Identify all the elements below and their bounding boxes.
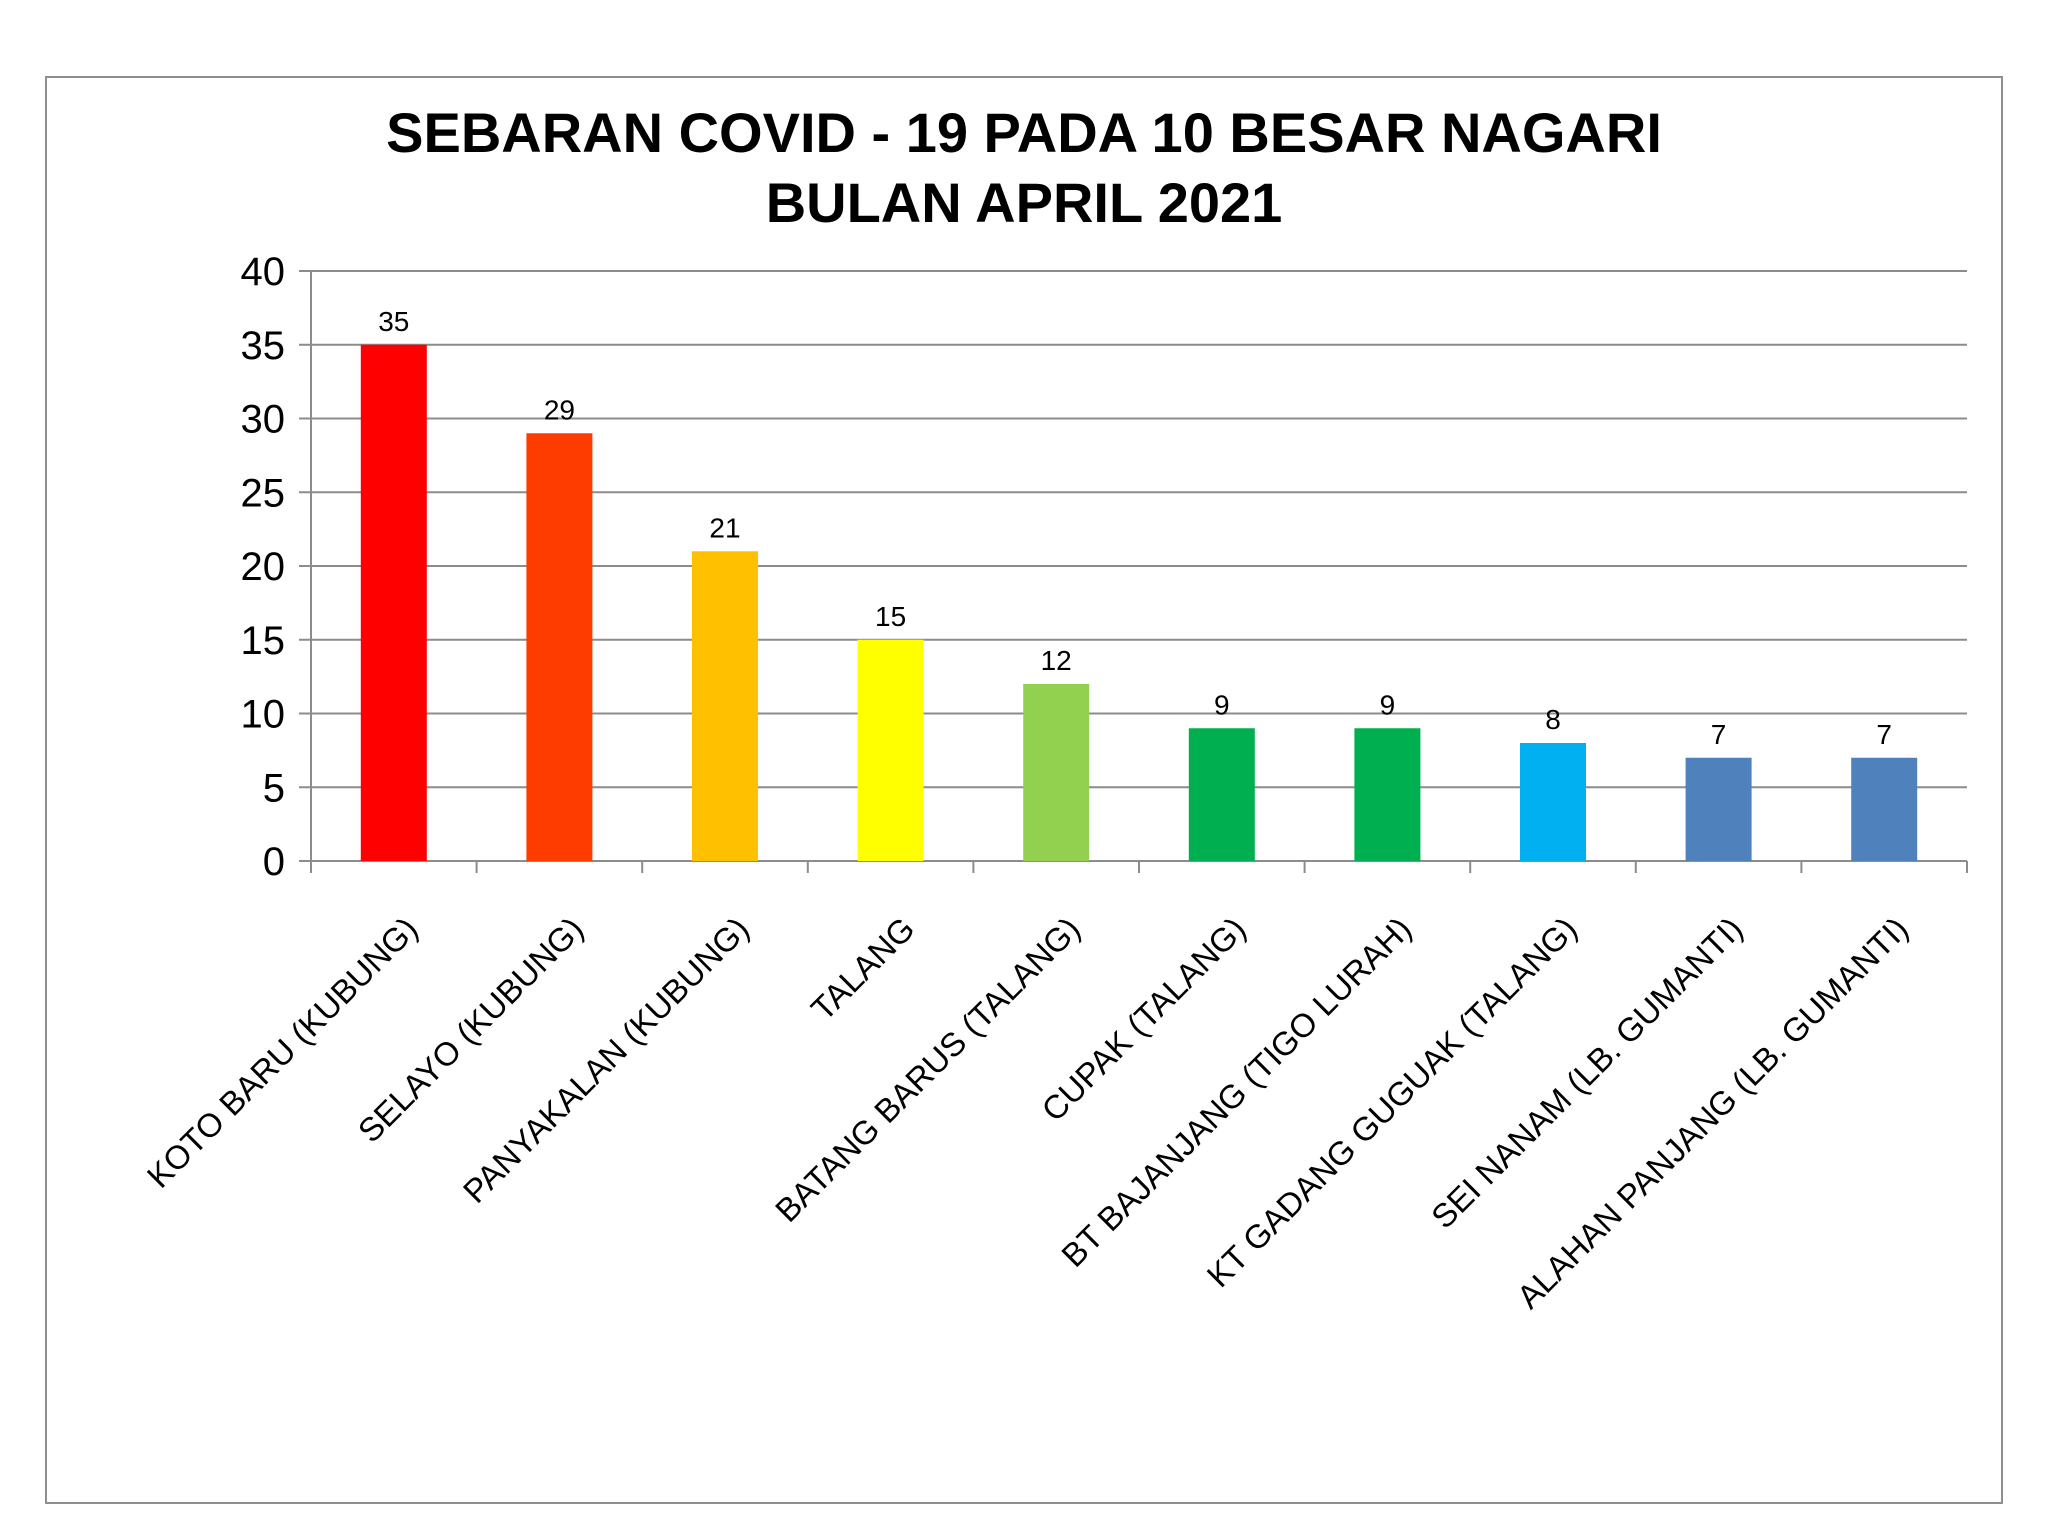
bar (1023, 684, 1090, 861)
data-label: 7 (1711, 719, 1727, 750)
y-tick-label: 0 (263, 840, 285, 884)
bar (1685, 757, 1752, 861)
y-tick-label: 5 (263, 766, 285, 810)
x-tick-label: BT BAJANJANG (TIGO LURAH) (1054, 910, 1418, 1274)
data-label: 21 (709, 512, 740, 543)
bar (1520, 743, 1586, 861)
bar (1188, 728, 1255, 861)
bar (1851, 757, 1918, 861)
data-label: 9 (1380, 689, 1396, 720)
y-tick-label: 30 (241, 398, 286, 442)
data-label: 9 (1214, 689, 1230, 720)
data-label: 29 (544, 394, 575, 425)
data-label: 15 (875, 601, 906, 632)
bar (1354, 728, 1421, 861)
data-label: 7 (1876, 719, 1892, 750)
y-tick-label: 20 (241, 545, 286, 589)
x-tick-label: TALANG (804, 910, 922, 1028)
y-tick-label: 10 (241, 693, 286, 737)
x-tick-label: KT GADANG GUGUAK (TALANG) (1200, 910, 1584, 1294)
y-tick-label: 15 (241, 619, 286, 663)
data-label: 8 (1545, 704, 1561, 735)
data-label: 35 (378, 306, 409, 337)
bar (360, 344, 427, 861)
x-tick-label: KOTO BARU (KUBUNG) (140, 910, 425, 1195)
y-tick-label: 35 (241, 324, 286, 368)
chart-subtitle: BULAN APRIL 2021 (765, 171, 1283, 234)
bar (526, 433, 593, 861)
bar (692, 551, 758, 861)
chart-title: SEBARAN COVID - 19 PADA 10 BESAR NAGARI … (45, 98, 2003, 238)
y-tick-label: 25 (241, 471, 286, 515)
x-tick-label: SEI NANAM (LB. GUMANTI) (1424, 910, 1750, 1236)
bar (857, 639, 924, 861)
data-label: 12 (1041, 645, 1072, 676)
x-tick-label: BATANG BARUS (TALANG) (768, 910, 1087, 1229)
y-tick-label: 40 (241, 250, 286, 294)
x-tick-label: PANYAKALAN (KUBUNG) (456, 910, 756, 1210)
chart-title-line-1: SEBARAN COVID - 19 PADA 10 BESAR NAGARI (386, 101, 1662, 164)
